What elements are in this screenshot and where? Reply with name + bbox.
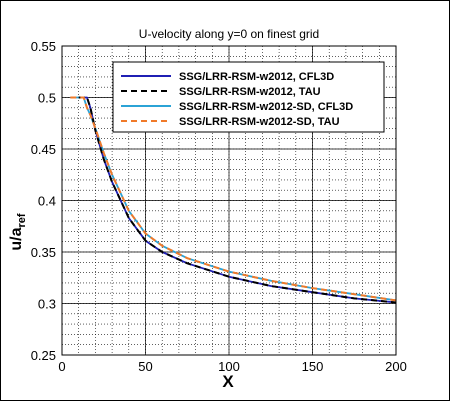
- y-tick-label: 0.35: [31, 245, 56, 260]
- y-tick-label: 0.25: [31, 348, 56, 363]
- y-tick-label: 0.45: [31, 142, 56, 157]
- legend-entry: SSG/LRR-RSM-w2012, TAU: [179, 86, 321, 98]
- legend-entry: SSG/LRR-RSM-w2012, CFL3D: [179, 71, 334, 83]
- x-axis-label: X: [222, 372, 234, 391]
- y-axis-label-group: u/aref: [8, 213, 28, 251]
- series-layer: [70, 96, 397, 304]
- x-tick-label: 100: [218, 359, 240, 374]
- y-tick-label: 0.4: [38, 194, 56, 209]
- legend-entry: SSG/LRR-RSM-w2012-SD, CFL3D: [179, 101, 353, 113]
- y-axis-label-sub: ref: [16, 213, 28, 227]
- legend-entry: SSG/LRR-RSM-w2012-SD, TAU: [179, 116, 340, 128]
- plot-border: [61, 45, 397, 356]
- legend: SSG/LRR-RSM-w2012, CFL3D SSG/LRR-RSM-w201…: [112, 61, 385, 133]
- y-axis-label: u/aref: [8, 213, 28, 251]
- y-tick-label: 0.55: [31, 39, 56, 54]
- legend-box: [112, 61, 385, 133]
- series-line: [70, 96, 397, 302]
- series-line: [78, 96, 397, 304]
- x-tick-label: 200: [385, 359, 407, 374]
- chart-title: U-velocity along y=0 on finest grid: [139, 27, 319, 41]
- x-tick-label: 0: [58, 359, 65, 374]
- x-tick-label: 50: [138, 359, 152, 374]
- x-tick-label: 150: [302, 359, 324, 374]
- y-tick-label: 0.5: [38, 91, 56, 106]
- y-axis-label-main: u/a: [8, 227, 25, 250]
- x-axis-ticks: 0 50 100 150 200: [58, 359, 406, 374]
- y-axis-ticks: 0.25 0.3 0.35 0.4 0.45 0.5 0.55: [31, 39, 56, 363]
- y-tick-label: 0.3: [38, 297, 56, 312]
